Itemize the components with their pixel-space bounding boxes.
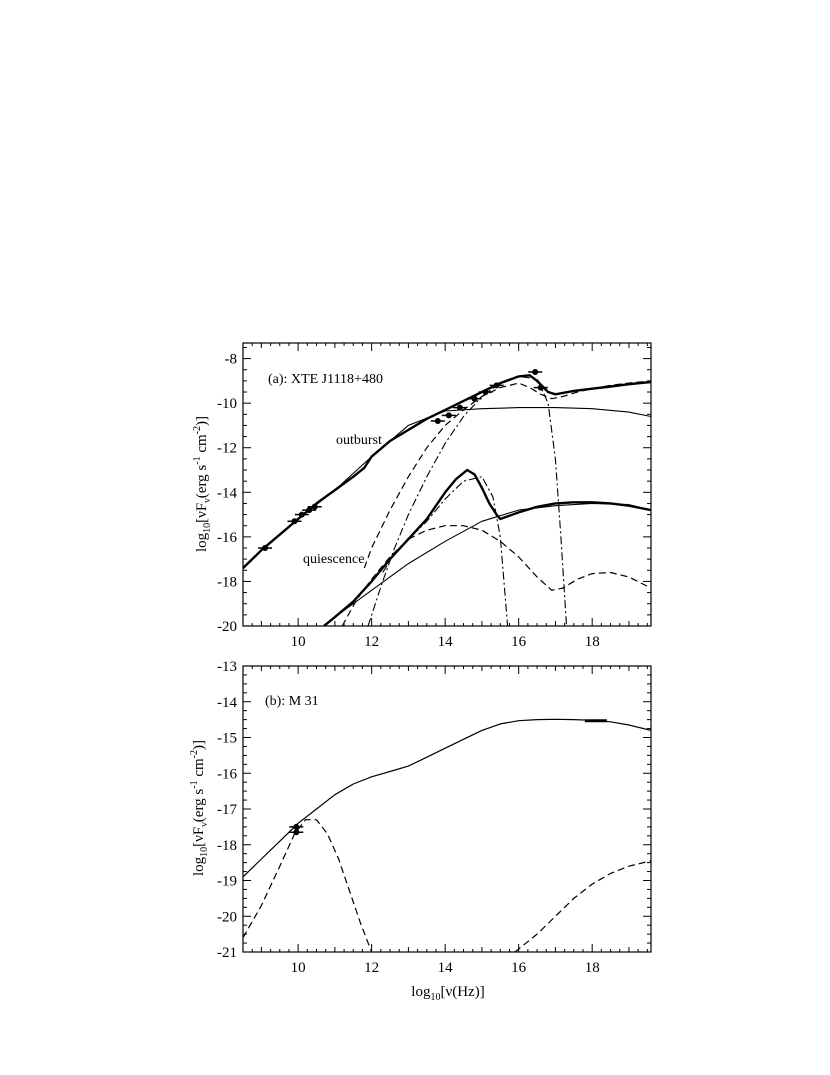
ylabel-a-end: )] [194, 416, 210, 426]
y-tick-label: -18 [217, 574, 237, 590]
series-line-7 [367, 375, 568, 626]
panel-a-data-points [258, 368, 548, 552]
ylabel-a-cm: cm [194, 434, 210, 456]
x-tick-label: 10 [291, 634, 306, 650]
ylabel-a-units: (erg s [194, 465, 210, 499]
y-tick-label: -15 [217, 731, 237, 747]
ylabel-b-nu: ν [199, 822, 210, 827]
series-line-1 [243, 718, 651, 878]
annotation-outburst: outburst [336, 433, 382, 448]
panel-a-ticks [242, 343, 651, 627]
panel-a: 10 12 14 16 18 -20 -18 -16 -14 -12 -10 -8 (a): XTE … [192, 342, 652, 650]
x-axis-label: log10[ν(Hz)] [411, 984, 484, 1003]
ylabel-b-mid: [νF [191, 827, 207, 847]
series-line-1 [243, 374, 651, 569]
x-tick-label: 14 [438, 634, 454, 650]
x-tick-label: 12 [364, 634, 379, 650]
data-point [306, 507, 313, 514]
y-tick-label: -14 [217, 695, 237, 711]
y-tick-label: -16 [217, 766, 237, 782]
xlabel-log: log [411, 984, 431, 1000]
panel-b-title: (b): M 31 [265, 694, 319, 709]
series-line-5 [341, 525, 651, 626]
panel-a-y-axis-label: log10[νFν(erg s-1 cm-2)] [192, 416, 213, 552]
panel-b-y-axis-label: log10[νFν(erg s-1 cm-2)] [189, 740, 210, 876]
series-line-3 [323, 468, 651, 626]
panel-b-data-points [289, 719, 607, 836]
y-tick-label: -20 [217, 909, 237, 925]
series-line-3 [514, 860, 651, 952]
data-point [291, 518, 298, 525]
data-point [293, 829, 300, 836]
y-tick-label: -10 [217, 396, 237, 412]
series-line-4 [323, 502, 651, 626]
ylabel-a-log: log [194, 532, 210, 552]
data-point [532, 368, 539, 375]
x-tick-label: 12 [364, 960, 379, 976]
x-tick-label: 16 [511, 960, 527, 976]
data-point [471, 395, 478, 402]
ylabel-b-end: )] [191, 740, 207, 750]
x-tick-label: 16 [511, 634, 527, 650]
ylabel-a-mid: [νF [194, 503, 210, 523]
panel-b: 10 12 14 16 18 -21 -20 -19 -18 -17 -16 -15 -14 -13 (b… [189, 659, 652, 1003]
y-tick-label: -17 [217, 802, 237, 818]
data-point [493, 382, 500, 389]
x-tick-label: 18 [585, 960, 600, 976]
data-point [311, 503, 318, 510]
y-tick-label: -14 [217, 485, 237, 501]
x-tick-label: 10 [291, 960, 306, 976]
data-point [537, 384, 544, 391]
ylabel-a-nu: ν [202, 498, 213, 503]
ylabel-a-sup2: -2 [192, 426, 203, 434]
x-tick-label: 14 [438, 960, 454, 976]
data-point [293, 823, 300, 830]
ylabel-b-cm: cm [191, 758, 207, 780]
xlabel-rest: [ν(Hz)] [440, 984, 484, 1000]
ylabel-b-units: (erg s [191, 789, 207, 823]
y-tick-label: -12 [217, 441, 237, 457]
panel-b-tick-labels: 10 12 14 16 18 -21 -20 -19 -18 -17 -16 -15 -14 -13 [217, 659, 600, 976]
y-tick-label: -13 [217, 659, 237, 675]
xlabel-sub: 10 [430, 992, 440, 1003]
ylabel-b-sup2: -2 [189, 750, 200, 758]
ylabel-a-sup1: -1 [192, 456, 203, 464]
x-tick-label: 18 [585, 634, 600, 650]
data-point [482, 389, 489, 396]
y-tick-label: -8 [225, 352, 238, 368]
panel-b-series [243, 718, 651, 952]
data-point [434, 417, 441, 424]
annotation-quiescence: quiescence [303, 552, 364, 567]
ylabel-a-sub: 10 [202, 523, 213, 533]
ylabel-b-sub: 10 [199, 847, 210, 857]
data-point [262, 545, 269, 552]
data-point [298, 511, 305, 518]
series-line-2 [243, 407, 651, 569]
y-tick-label: -20 [217, 619, 237, 635]
y-tick-label: -18 [217, 838, 237, 854]
series-line-8 [382, 476, 509, 626]
y-tick-label: -16 [217, 530, 237, 546]
panel-a-frame [242, 342, 652, 627]
data-point [456, 404, 463, 411]
y-tick-label: -21 [217, 945, 237, 961]
panel-a-title: (a): XTE J1118+480 [268, 372, 383, 387]
ylabel-b-sup1: -1 [189, 780, 200, 788]
panel-a-series [243, 374, 651, 626]
series-line-2 [243, 819, 373, 952]
panel-a-tick-labels: 10 12 14 16 18 -20 -18 -16 -14 -12 -10 -8 [217, 352, 600, 650]
data-point [445, 412, 452, 419]
ylabel-b-log: log [191, 856, 207, 876]
y-tick-label: -19 [217, 874, 237, 890]
panel-b-ticks [242, 665, 651, 953]
series-line-6 [363, 380, 651, 569]
